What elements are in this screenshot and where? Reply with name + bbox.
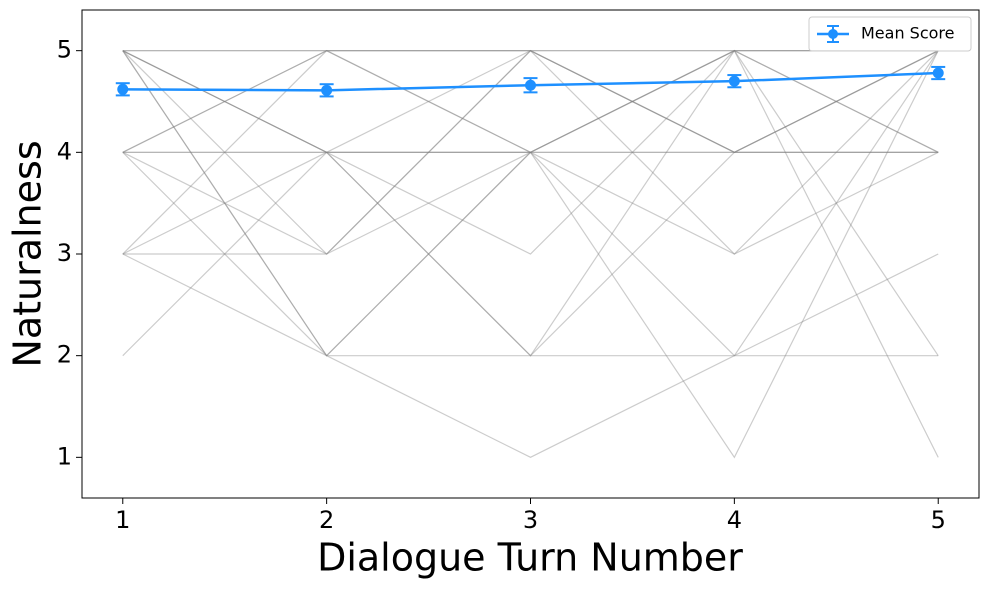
trajectory-line: [122, 50, 939, 153]
trajectory-line: [122, 49, 939, 255]
trajectory-line: [122, 49, 939, 255]
trajectory-line: [122, 49, 939, 154]
x-tick-label: 4: [727, 506, 742, 534]
trajectory-line: [122, 49, 939, 357]
trajectory-line: [122, 49, 939, 357]
trajectory-line: [122, 50, 939, 459]
y-tick-label: 3: [57, 239, 72, 267]
legend-label: Mean Score: [861, 24, 955, 43]
trajectory-line: [122, 151, 939, 357]
x-axis-label: Dialogue Turn Number: [317, 536, 743, 580]
y-tick-label: 1: [57, 442, 72, 470]
mean-marker: [321, 84, 333, 96]
y-tick-label: 2: [57, 341, 72, 369]
trajectory-line: [122, 49, 939, 458]
y-tick-label: 4: [57, 137, 72, 165]
x-tick-label: 1: [115, 506, 130, 534]
trajectory-line: [122, 50, 939, 459]
trajectory-line: [122, 49, 939, 255]
legend-marker: [828, 29, 838, 39]
mean-marker: [525, 79, 536, 91]
y-tick-label: 5: [57, 36, 72, 64]
legend-box: [808, 16, 972, 52]
x-tick-label: 3: [523, 506, 538, 534]
trajectory-line: [122, 50, 939, 357]
trajectory-line: [122, 49, 939, 154]
mean-marker: [932, 67, 944, 79]
x-tick-label: 2: [319, 506, 334, 534]
y-axis-label: Naturalness: [6, 140, 50, 367]
trajectory-line: [122, 151, 939, 357]
mean-marker: [117, 83, 129, 95]
x-tick-label: 5: [931, 506, 946, 534]
trajectory-line: [122, 50, 939, 255]
mean-marker: [728, 75, 740, 87]
